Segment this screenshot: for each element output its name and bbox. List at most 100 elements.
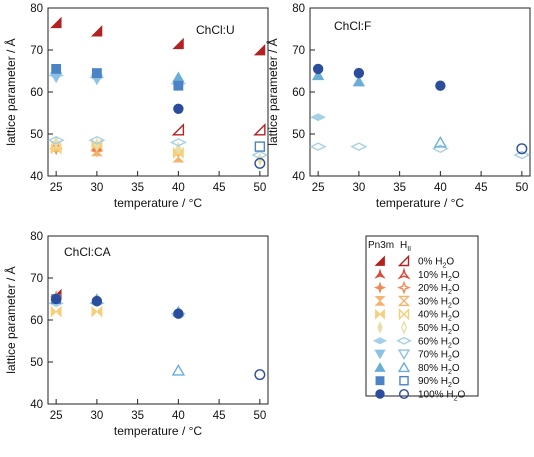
data-point <box>350 142 368 151</box>
data-point <box>51 64 62 74</box>
legend-label-main: 100% H <box>418 390 454 401</box>
series-100pct-pn3m <box>50 293 184 319</box>
data-point <box>254 141 266 152</box>
series-100pct-hii <box>516 143 528 155</box>
legend-marker-hii <box>397 361 411 373</box>
data-point <box>254 157 266 169</box>
series-80pct-pn3m <box>90 293 185 317</box>
data-point <box>169 138 187 147</box>
legend-item: 60% H2O <box>372 336 460 349</box>
x-tick-label: 45 <box>213 410 226 422</box>
data-point <box>251 150 269 160</box>
x-tick-label: 25 <box>312 182 325 194</box>
legend-label: 100% H2O <box>418 390 465 403</box>
legend-label-tail: O <box>446 257 454 268</box>
legend-item: 70% H2O <box>374 349 460 363</box>
y-tick-label: 70 <box>30 45 43 57</box>
legend-label-main: 90% H <box>418 376 448 387</box>
legend-label-main: 40% H <box>418 310 448 321</box>
data-point <box>254 369 266 381</box>
series-60pct-pn3m <box>48 299 187 318</box>
legend-label-sub: 2 <box>448 302 452 309</box>
legend-marker-hii <box>397 295 411 307</box>
data-point <box>312 63 324 75</box>
series-80pct-hii <box>171 364 186 376</box>
y-tick-label: 50 <box>30 357 43 369</box>
legend-item: 100% H2O <box>375 388 465 403</box>
data-point <box>433 136 448 148</box>
legend-item: 10% H2O <box>374 267 460 283</box>
series-100pct-hii <box>254 157 266 169</box>
legend-label-main: 30% H <box>418 296 448 307</box>
legend-label-tail: O <box>452 283 460 294</box>
series-80pct-pn3m <box>311 69 366 87</box>
legend-label-main: 60% H <box>418 336 448 347</box>
y-axis-label: lattice parameter / Å <box>3 266 18 373</box>
data-point <box>253 123 266 136</box>
data-point <box>173 308 184 319</box>
x-tick-label: 25 <box>50 182 63 194</box>
panel-3: 40 50 60 70 80 25 30 35 40 45 50 lattice parameter … <box>3 231 269 438</box>
legend-label-tail: O <box>452 270 460 281</box>
series-100pct-hii <box>254 369 266 381</box>
legend-marker-pn3m <box>375 376 385 386</box>
legend-marker-pn3m <box>374 362 386 372</box>
legend-label: 0% H2O <box>418 257 454 270</box>
legend-marker-pn3m <box>372 337 388 345</box>
y-tick-label: 60 <box>292 87 305 99</box>
y-tick-label: 80 <box>30 3 43 15</box>
legend-header-hii: HII <box>400 240 411 253</box>
data-point <box>91 295 103 307</box>
data-point <box>90 25 103 37</box>
data-point <box>173 80 184 91</box>
legend-marker-hii <box>397 349 411 360</box>
legend-label: 50% H2O <box>418 323 460 336</box>
x-tick-label: 35 <box>131 182 144 194</box>
panel-2: 40 50 60 70 80 25 30 35 40 45 50 lattice parameter … <box>265 3 531 210</box>
legend-label-main: 0% H <box>418 257 442 268</box>
data-point <box>172 37 184 50</box>
data-point <box>173 103 184 115</box>
legend-label: 60% H2O <box>418 336 460 349</box>
series-60pct-hii <box>309 142 531 160</box>
panel-title: ChCl:CA <box>64 245 111 259</box>
legend-label-sub: 2 <box>454 396 458 403</box>
legend-label-tail: O <box>452 296 460 307</box>
legend-label-main: 10% H <box>418 270 448 281</box>
legend-label-sub: 2 <box>448 329 452 336</box>
legend-marker-pn3m <box>375 308 385 320</box>
legend-label: 90% H2O <box>418 376 460 389</box>
legend-label: 30% H2O <box>418 296 460 309</box>
legend-label: 40% H2O <box>418 310 460 323</box>
series-90pct-hii <box>254 141 266 152</box>
y-tick-label: 50 <box>292 129 305 141</box>
x-tick-label: 40 <box>172 182 185 194</box>
legend-label-main: 50% H <box>418 323 448 334</box>
data-point <box>53 135 60 150</box>
legend-label-tail: O <box>452 363 460 374</box>
plot-frame <box>309 7 531 177</box>
legend-label-sub: 2 <box>448 316 452 323</box>
series-50pct-pn3m <box>53 135 263 167</box>
data-point <box>352 75 366 87</box>
series-40pct-pn3m <box>50 138 184 159</box>
x-tick-label: 35 <box>393 182 406 194</box>
legend-header-hii-main: H <box>400 240 407 251</box>
legend-marker-hii <box>397 254 410 267</box>
legend-label-tail: O <box>452 323 460 334</box>
legend-label-sub: 2 <box>448 356 452 363</box>
legend-marker-pn3m <box>374 268 386 279</box>
legend-marker-hii <box>398 388 410 400</box>
series-100pct-pn3m <box>173 103 184 115</box>
legend-label-tail: O <box>452 336 460 347</box>
x-axis-label: temperature / °C <box>376 196 465 210</box>
legend-label-tail: O <box>452 310 460 321</box>
legend-label-tail: O <box>452 350 460 361</box>
legend-label: 20% H2O <box>418 283 460 296</box>
legend-marker-pn3m <box>374 295 386 306</box>
legend-marker-hii <box>396 336 412 345</box>
legend-marker-hii <box>399 375 409 386</box>
data-point <box>172 71 185 83</box>
